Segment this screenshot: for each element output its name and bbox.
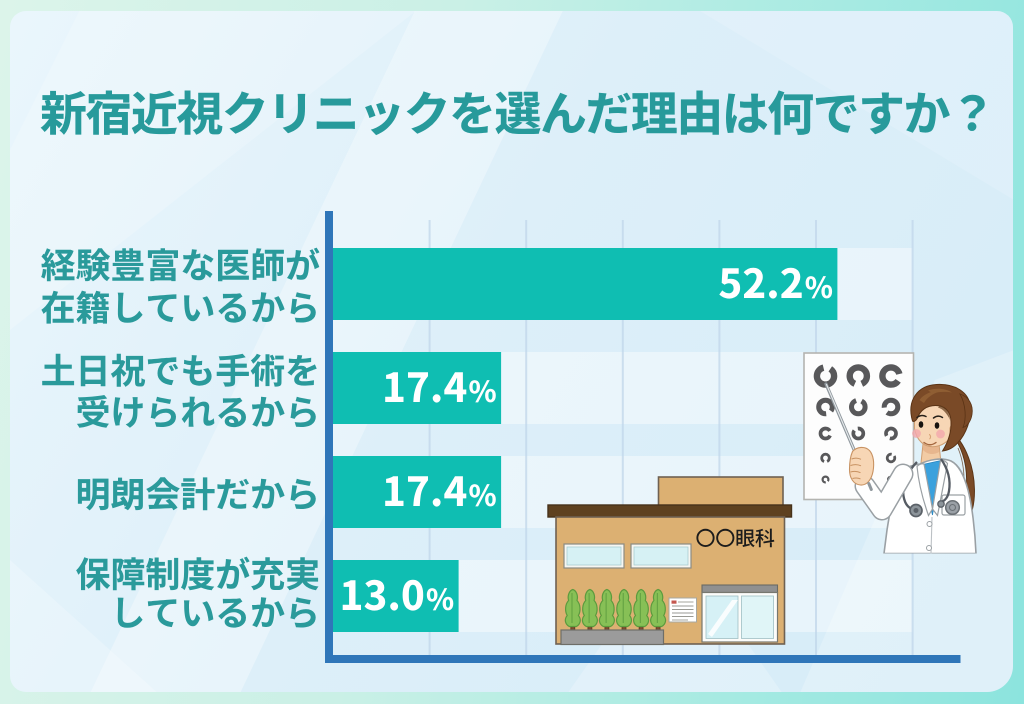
- category-label-0-line-0: [41, 247, 320, 282]
- doctor-raised-arm: [848, 446, 914, 521]
- clinic-building-illustration: [547, 476, 793, 646]
- clinic-sign-glyphs: [696, 528, 775, 548]
- landolt-c-ring: [816, 397, 835, 417]
- landolt-c-ring: [846, 364, 871, 388]
- building-planter: [560, 629, 665, 646]
- bar-0: [333, 248, 838, 320]
- value-label-1: [385, 372, 496, 403]
- category-label-2-line-0: [77, 477, 316, 511]
- building-notice-board: [668, 597, 697, 623]
- landolt-c-ring: [851, 426, 866, 441]
- gridline: [621, 220, 624, 655]
- y-axis-line: [325, 211, 333, 663]
- value-label-2: [385, 476, 496, 507]
- artwork: [10, 11, 1013, 692]
- gridline: [525, 220, 528, 655]
- landolt-c-ring: [884, 426, 898, 441]
- landolt-c-ring: [821, 475, 830, 484]
- landolt-c-ring: [849, 397, 868, 417]
- building-entrance: [701, 584, 779, 643]
- value-label-0: [719, 267, 833, 299]
- value-label-3: [342, 579, 454, 611]
- doctor-face-features: [912, 414, 945, 446]
- building-window-right: [630, 543, 692, 569]
- landolt-c-ring: [881, 397, 901, 417]
- category-label-1-line-0: [42, 353, 317, 387]
- text-layer: [40, 90, 985, 628]
- building-roof: [547, 504, 793, 518]
- doctor-hair: [910, 383, 973, 452]
- category-label-3-line-1: [117, 597, 316, 628]
- category-label-3-line-0: [76, 556, 319, 591]
- category-label-0-line-1: [41, 290, 316, 324]
- landolt-c-ring: [885, 452, 897, 464]
- building-penthouse: [657, 476, 784, 508]
- doctor-hand: [848, 446, 875, 491]
- building-window-left: [563, 543, 625, 569]
- chart-title-glyphs: [40, 90, 985, 136]
- doctor-and-eye-chart-illustration: [803, 352, 977, 554]
- landolt-c-ring: [820, 452, 831, 464]
- category-label-1-line-1: [76, 395, 316, 428]
- x-axis-line: [325, 655, 961, 663]
- landolt-c-ring: [818, 426, 833, 441]
- gridline: [428, 220, 431, 655]
- landolt-c-ring: [879, 364, 903, 388]
- content-panel: [10, 11, 1013, 692]
- gridline: [718, 220, 721, 655]
